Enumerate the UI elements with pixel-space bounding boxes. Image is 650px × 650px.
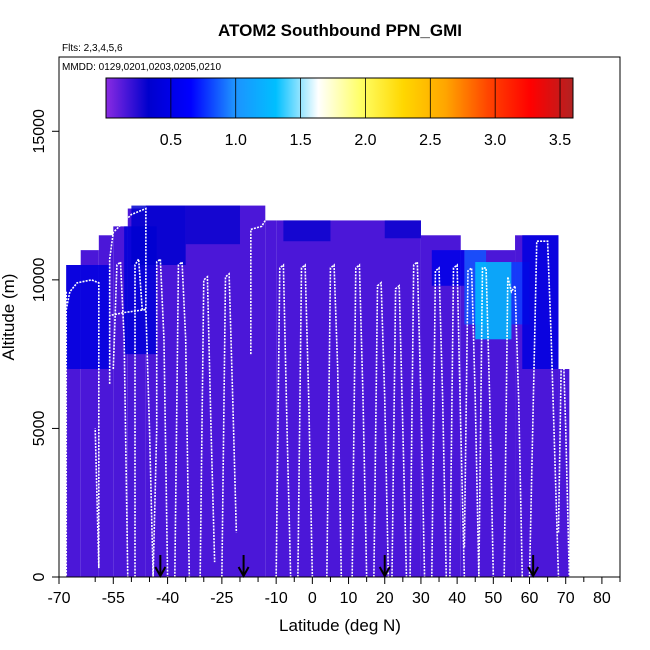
flight-track [449,263,466,578]
x-tick-label: -40 [156,590,179,607]
curtain-column [420,235,461,578]
flight-track [174,260,191,578]
colorbar-tick-label: 3.5 [549,132,571,149]
y-tick-label: 5000 [31,411,48,447]
value-patch [66,265,110,369]
latitude-arrow [154,555,167,579]
y-tick-label: 10000 [31,258,48,303]
x-tick-label: -10 [265,590,288,607]
x-tick-label: -70 [47,590,70,607]
flight-track [391,284,408,578]
plot-area [65,205,571,578]
flight-track [409,260,426,578]
colorbar: 0.5 1.0 1.5 2.0 2.5 3.0 3.5 [105,77,574,149]
value-patch [131,205,186,265]
flight-track [557,309,571,578]
flight-track [221,272,238,578]
flight-track [503,276,524,578]
x-tick-label: 80 [593,590,611,607]
flight-track [430,266,448,578]
latitude-arrow [527,555,540,579]
flight-track [152,257,169,578]
x-tick-label: 0 [308,590,317,607]
x-axis: -70 -55 -40 -25 -10 0 10 20 30 40 50 60 70 80 [47,577,621,607]
value-patch [185,205,240,245]
x-tick-label: 70 [557,590,575,607]
plot-frame [58,56,621,578]
y-tick-label: 15000 [31,109,48,154]
colorbar-tick-label: 2.0 [354,132,376,149]
flight-track [326,263,343,578]
x-tick-label: 60 [521,590,539,607]
curtain-column [276,220,421,577]
flight-track [463,266,480,578]
dates-label: MMDD: 0129,0201,0203,0205,0210 [62,62,221,73]
flight-track [351,263,368,578]
x-tick-label: 40 [448,590,466,607]
y-axis-label: Altitude (m) [0,274,18,361]
value-patch [384,220,421,239]
y-tick-label: 0 [31,572,48,581]
colorbar-tick-label: 1.0 [225,132,247,149]
flight-track [478,267,495,578]
x-tick-label: 20 [376,590,394,607]
flight-track [250,216,270,355]
x-tick-label: 50 [484,590,502,607]
latitude-arrow [378,555,391,579]
flight-track [373,281,390,578]
colorbar-tick-label: 3.0 [484,132,506,149]
value-patch [522,235,559,369]
flight-track [108,207,147,384]
x-axis-label: Latitude (deg N) [279,616,401,635]
flight-track [134,256,154,578]
colorbar-tick-label: 2.5 [419,132,441,149]
colorbar-tick-label: 1.5 [289,132,311,149]
x-tick-label: 30 [412,590,430,607]
flight-track [65,279,100,569]
x-tick-label: -25 [210,590,233,607]
value-patch [431,250,465,286]
flights-label: Flts: 2,3,4,5,6 [62,43,123,54]
colorbar-tick-label: 0.5 [160,132,182,149]
flight-track [528,240,560,578]
latitude-arrow [237,555,250,579]
arrow-markers [154,555,540,579]
x-tick-label: 10 [340,590,358,607]
chart-title: ATOM2 Southbound PPN_GMI [218,21,462,40]
x-tick-label: -55 [102,590,125,607]
value-patch [475,262,512,340]
curtain-column [265,220,277,577]
value-patch [283,220,331,242]
flight-track [297,263,314,578]
flight-track [199,275,216,578]
flight-track [275,263,292,578]
curtain-column [558,369,570,577]
y-axis: 0 5000 10000 15000 [31,109,59,581]
colorbar-gradient [105,77,574,119]
curtain-column [145,205,266,578]
